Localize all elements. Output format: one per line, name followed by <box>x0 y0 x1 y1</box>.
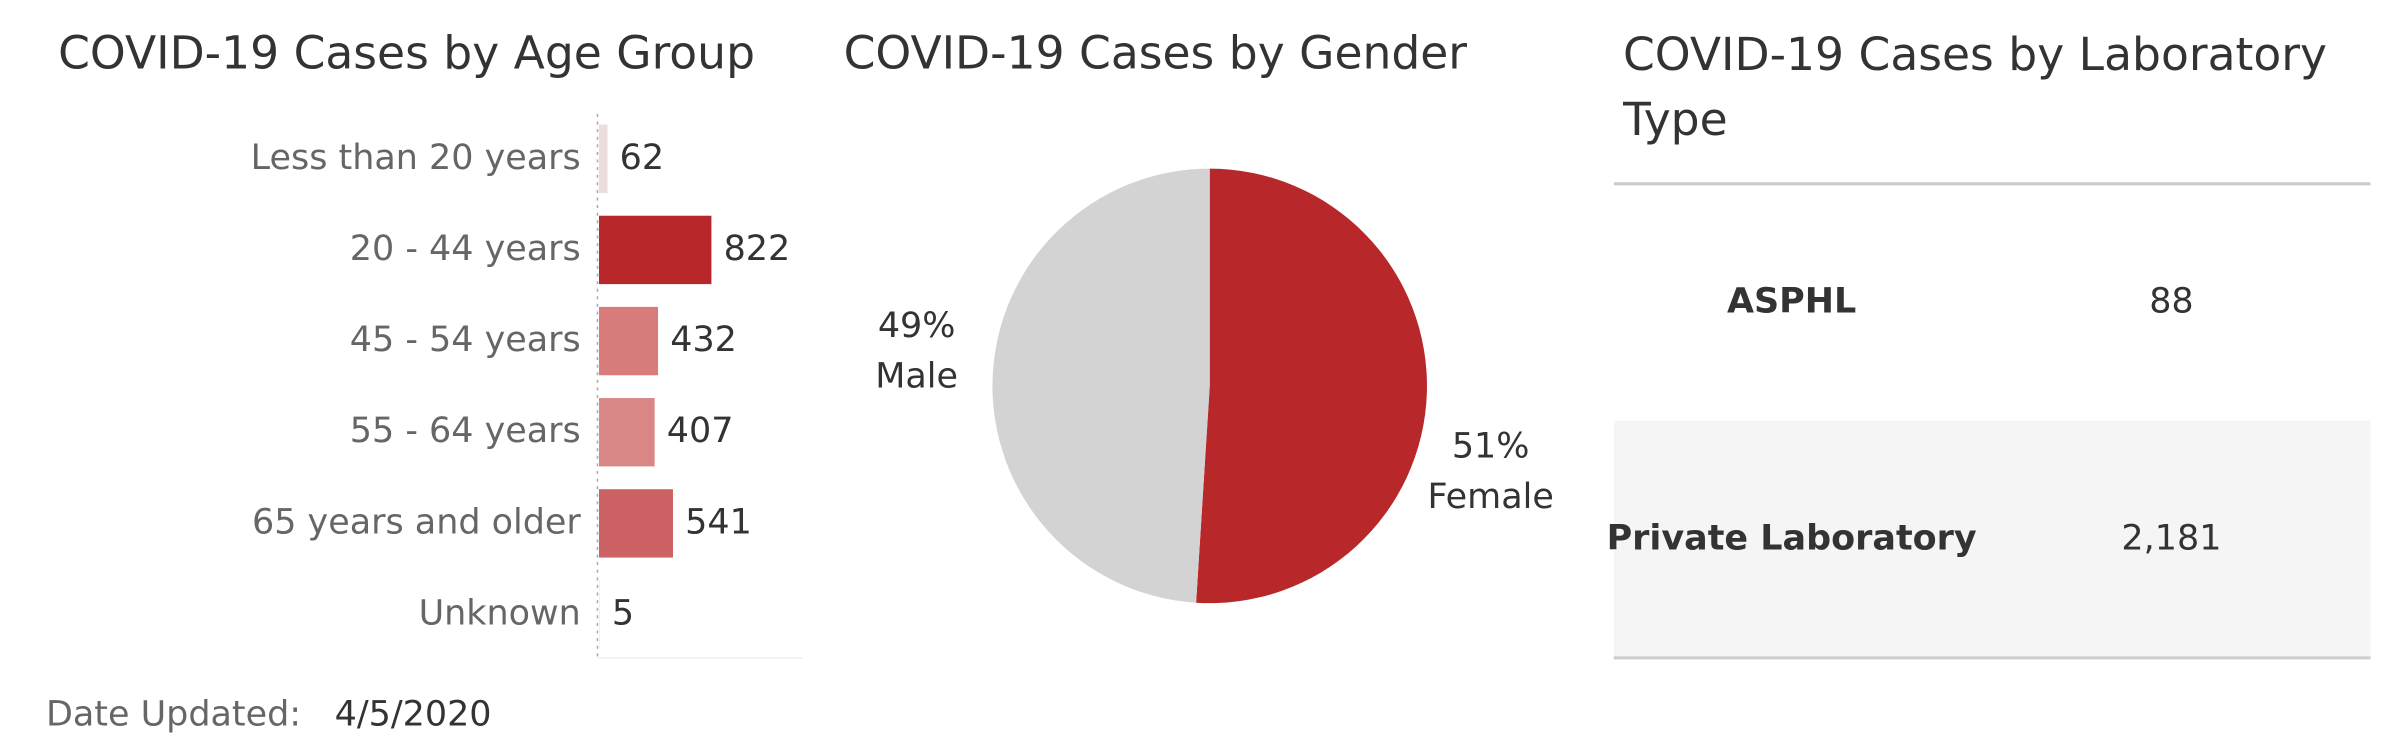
table-cell: 88 <box>2149 281 2193 321</box>
bar <box>598 580 600 649</box>
date-value: 4/5/2020 <box>335 695 492 735</box>
table-cell: ASPHL <box>1727 281 1856 321</box>
pie-category: Male <box>875 356 958 396</box>
table-title-box: COVID-19 Cases by Laboratory Type <box>1622 28 2327 148</box>
bar <box>598 124 608 193</box>
category-label: Less than 20 years <box>251 138 581 178</box>
category-label: 45 - 54 years <box>350 320 581 360</box>
value-label: 5 <box>612 594 634 634</box>
pie-title: COVID-19 Cases by Gender <box>844 27 1468 80</box>
value-label: 541 <box>685 502 752 542</box>
table-cell: Private Laboratory <box>1607 518 1977 558</box>
table-cell: 2,181 <box>2121 518 2221 558</box>
pie-percent: 49% <box>878 306 956 346</box>
category-label: 65 years and older <box>252 502 581 542</box>
bar <box>598 215 712 285</box>
date-label: Date Updated: <box>46 695 301 735</box>
category-label: 20 - 44 years <box>350 229 581 269</box>
bar <box>598 489 673 558</box>
value-label: 407 <box>667 411 734 451</box>
pie-slice <box>1196 168 1427 604</box>
pie-slice <box>992 168 1210 603</box>
bar <box>598 306 659 376</box>
row-band <box>1613 420 2371 658</box>
value-label: 62 <box>620 138 664 178</box>
pie-percent: 51% <box>1452 427 1530 467</box>
bar <box>598 398 655 467</box>
pie-category: Female <box>1427 477 1553 517</box>
bar-title: COVID-19 Cases by Age Group <box>58 27 755 80</box>
value-label: 432 <box>670 320 737 360</box>
value-label: 822 <box>724 229 791 269</box>
table-title: COVID-19 Cases by Laboratory Type <box>1622 28 2327 148</box>
category-label: Unknown <box>419 594 581 634</box>
category-label: 55 - 64 years <box>350 411 581 451</box>
